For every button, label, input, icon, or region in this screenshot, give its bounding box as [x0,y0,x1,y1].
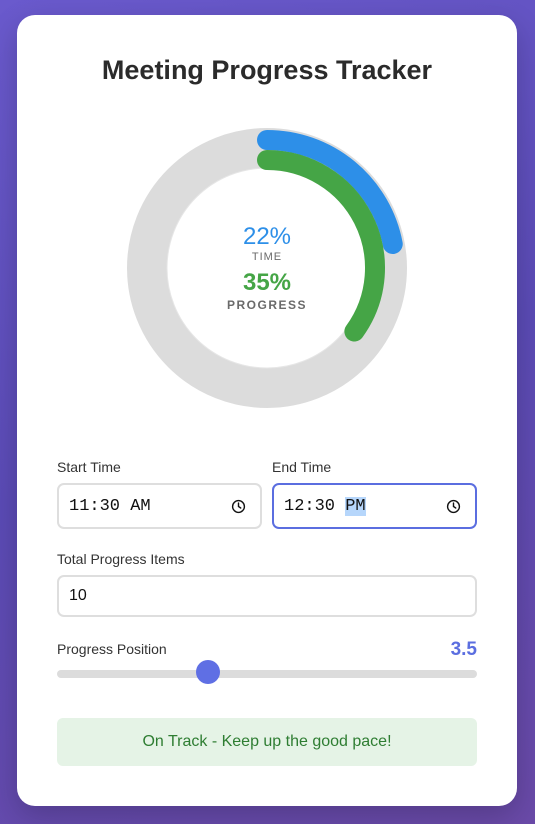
time-percent: 22% [242,223,292,250]
start-time-input[interactable]: 11:30 AM [57,483,262,529]
total-items-input[interactable]: 10 [57,575,477,617]
position-slider-track[interactable] [57,670,477,678]
tracker-card: Meeting Progress Tracker 22% TIME 35% PR… [17,15,517,806]
end-time-input[interactable]: 12:30 PM [272,483,477,529]
progress-label: PROGRESS [226,298,307,312]
time-arc [257,130,403,255]
time-label: TIME [251,251,283,263]
page-title: Meeting Progress Tracker [101,55,433,85]
position-value: 3.5 [450,639,477,660]
progress-arc [257,150,385,342]
end-time-period-segment[interactable]: PM [345,496,366,516]
start-time-value: 11:30 AM [69,496,151,516]
end-time-label: End Time [272,459,332,475]
ring-center: 22% TIME 35% PROGRESS [127,128,407,408]
progress-ring-svg [127,128,407,408]
end-time-hour: 12:30 [284,496,336,516]
clock-icon[interactable] [446,499,461,514]
clock-icon[interactable] [231,499,246,514]
position-slider-thumb[interactable] [195,660,220,684]
total-items-value: 10 [69,587,87,604]
status-message: On Track - Keep up the good pace! [57,718,477,766]
position-label: Progress Position [57,641,167,657]
progress-percent: 35% [242,269,292,296]
total-items-label: Total Progress Items [57,551,185,567]
progress-ring: 22% TIME 35% PROGRESS [127,128,407,408]
start-time-label: Start Time [57,459,121,475]
